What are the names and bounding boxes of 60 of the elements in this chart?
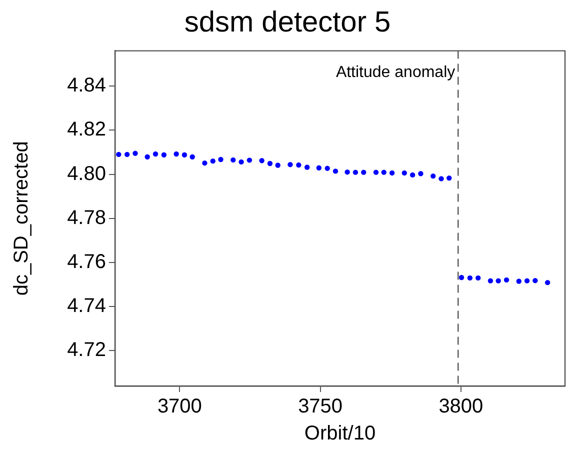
- y-axis-title: dc_SD_corrected: [10, 141, 33, 296]
- point: [275, 162, 280, 168]
- point: [458, 274, 464, 280]
- chart-title: sdsm detector 5: [184, 6, 391, 38]
- y-tick-label: 4.84: [67, 74, 106, 97]
- point: [410, 172, 416, 178]
- x-tick-label: 3800: [438, 396, 484, 418]
- point: [296, 162, 302, 168]
- point: [467, 275, 473, 281]
- ref-line-label: Attitude anomaly: [336, 64, 456, 82]
- x-tick-label: 3750: [298, 396, 343, 418]
- point: [246, 158, 252, 163]
- point: [544, 280, 550, 286]
- point: [124, 152, 130, 158]
- point: [304, 164, 310, 170]
- point: [190, 154, 195, 160]
- point: [488, 278, 494, 284]
- x-tick-label: 3700: [157, 396, 202, 418]
- point: [210, 158, 216, 164]
- point: [389, 170, 395, 176]
- point: [202, 160, 208, 166]
- point: [446, 175, 452, 181]
- point: [238, 159, 244, 165]
- point: [438, 176, 444, 182]
- point: [259, 158, 264, 164]
- y-tick-label: 4.78: [67, 206, 106, 229]
- y-tick-label: 4.76: [67, 251, 106, 274]
- point: [516, 278, 522, 284]
- point: [430, 173, 436, 179]
- point: [402, 170, 408, 176]
- point: [288, 162, 293, 168]
- y-tick-label: 4.80: [67, 162, 106, 185]
- point: [496, 278, 501, 284]
- point: [361, 170, 366, 175]
- point: [524, 278, 530, 284]
- y-tick-label: 4.72: [67, 339, 106, 362]
- point: [218, 156, 224, 162]
- point: [316, 165, 322, 170]
- point: [504, 277, 510, 283]
- point: [152, 151, 158, 157]
- y-tick-label: 4.74: [67, 295, 106, 318]
- point: [532, 278, 538, 284]
- point: [174, 151, 179, 157]
- point: [132, 150, 138, 156]
- point: [475, 275, 481, 281]
- point: [230, 157, 236, 163]
- point: [324, 166, 330, 171]
- point: [352, 170, 358, 175]
- x-axis-title: Orbit/10: [304, 422, 376, 445]
- point: [332, 168, 338, 174]
- point: [381, 170, 386, 175]
- point: [144, 154, 150, 160]
- y-tick-label: 4.82: [67, 118, 106, 141]
- point: [373, 170, 379, 175]
- point: [116, 152, 122, 158]
- point: [418, 171, 424, 176]
- point: [344, 169, 350, 175]
- point: [182, 152, 188, 158]
- point: [267, 160, 273, 166]
- point: [161, 152, 167, 158]
